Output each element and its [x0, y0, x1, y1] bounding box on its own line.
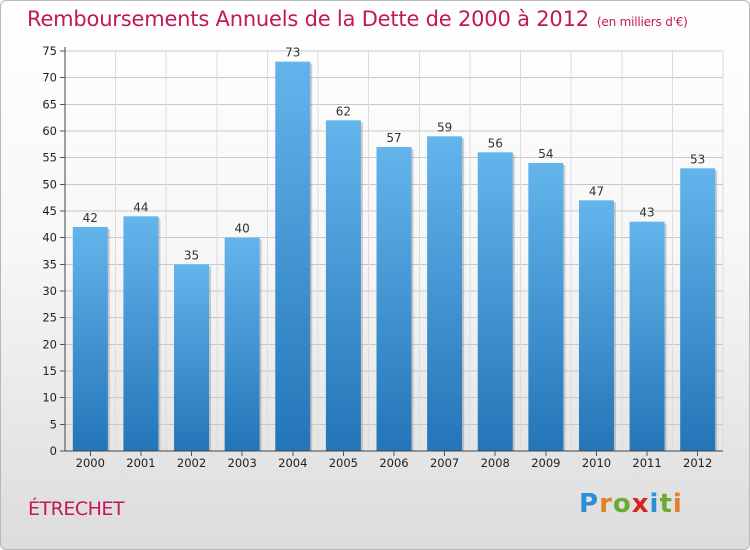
data-label-2005: 62 [336, 104, 351, 118]
x-tick-label-2009: 2009 [531, 456, 560, 470]
y-tick-label: 10 [42, 391, 57, 405]
bar-2010 [578, 200, 614, 451]
x-tick-label-2008: 2008 [481, 456, 510, 470]
x-tick-label-2006: 2006 [379, 456, 408, 470]
x-tick-label-2007: 2007 [430, 456, 459, 470]
y-tick-label: 65 [42, 97, 57, 111]
bar-2000 [72, 227, 108, 451]
bar-2005 [325, 120, 361, 451]
x-tick-label-2002: 2002 [177, 456, 206, 470]
x-tick-label-2012: 2012 [683, 456, 712, 470]
data-label-2004: 73 [285, 46, 300, 60]
logo-letter: i [672, 489, 683, 519]
data-label-2000: 42 [83, 211, 98, 225]
y-tick-label: 45 [42, 204, 57, 218]
chart-subtitle: (en milliers d'€) [596, 15, 688, 29]
y-tick-label: 35 [42, 257, 57, 271]
logo-letter: r [599, 489, 613, 519]
y-tick-label: 40 [42, 231, 57, 245]
logo-letter: o [612, 489, 632, 519]
logo-letter: P [579, 489, 600, 519]
data-label-2003: 40 [235, 222, 250, 236]
logo-letter: i [649, 489, 660, 519]
proxiti-logo: Proxiti [579, 489, 683, 519]
axis-layer: 0 5 10 15 20 25 30 35 40 45 50 55 60 65 70 75 2000 2001 20… [42, 44, 723, 470]
bar-2012 [680, 168, 716, 452]
x-tick-label-2000: 2000 [76, 456, 105, 470]
y-tick-label: 50 [42, 177, 57, 191]
chart-title: Remboursements Annuels de la Dette de 20… [27, 7, 688, 31]
logo-letter: x [631, 489, 650, 519]
y-tick-label: 20 [42, 337, 57, 351]
bar-2002 [174, 264, 210, 451]
data-label-2006: 57 [386, 131, 401, 145]
bar-2007 [427, 136, 463, 452]
x-tick-label-2005: 2005 [329, 456, 358, 470]
y-tick-label: 75 [42, 44, 57, 58]
bar-2004 [275, 61, 311, 452]
bar-2009 [528, 163, 564, 451]
x-tick-label-2010: 2010 [582, 456, 611, 470]
bar-2008 [477, 152, 513, 452]
y-tick-label: 15 [42, 364, 57, 378]
y-tick-label: 5 [50, 417, 57, 431]
data-label-2001: 44 [133, 200, 148, 214]
data-label-2011: 43 [639, 206, 654, 220]
logo-letter: t [659, 489, 673, 519]
data-label-2008: 56 [488, 136, 503, 150]
x-tick-label-2001: 2001 [126, 456, 155, 470]
data-label-2009: 54 [538, 147, 553, 161]
y-tick-label: 55 [42, 151, 57, 165]
bar-2011 [629, 221, 665, 451]
bar-2006 [376, 147, 412, 451]
data-label-2012: 53 [690, 152, 705, 166]
y-tick-label: 25 [42, 311, 57, 325]
y-tick-label: 70 [42, 71, 57, 85]
x-tick-label-2011: 2011 [632, 456, 661, 470]
data-label-2002: 35 [184, 248, 199, 262]
bar-layer: 42 44 35 40 73 62 57 59 56 54 47 43 53 [72, 46, 718, 452]
y-tick-label: 0 [50, 444, 57, 458]
y-tick-label: 30 [42, 284, 57, 298]
x-tick-label-2003: 2003 [228, 456, 257, 470]
data-label-2007: 59 [437, 120, 452, 134]
commune-name: ÉTRECHET [28, 498, 124, 520]
bar-2001 [123, 216, 159, 451]
y-tick-label: 60 [42, 124, 57, 138]
data-label-2010: 47 [589, 184, 604, 198]
x-tick-label-2004: 2004 [278, 456, 307, 470]
bar-2003 [224, 237, 260, 451]
